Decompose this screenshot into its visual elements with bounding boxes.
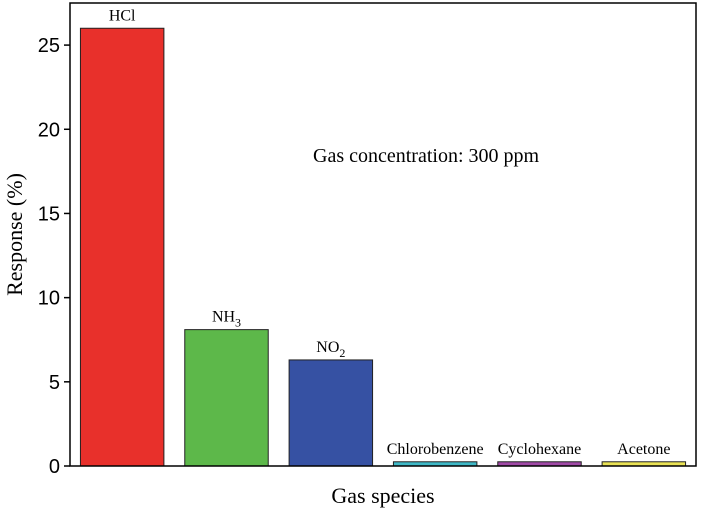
concentration-annotation: Gas concentration: 300 ppm xyxy=(313,145,539,167)
bar-label-chlorobenzene: Chlorobenzene xyxy=(387,441,484,458)
bar-label-no2: NO2 xyxy=(316,339,345,360)
y-tick-label: 5 xyxy=(49,372,60,394)
y-tick-label: 10 xyxy=(38,288,60,310)
y-tick-label: 25 xyxy=(38,35,60,57)
bars-group xyxy=(79,27,687,467)
bar-label-nh3: NH3 xyxy=(212,309,241,330)
y-axis-title: Response (%) xyxy=(2,173,27,296)
y-tick-label: 0 xyxy=(49,456,60,478)
bar-label-acetone: Acetone xyxy=(617,441,670,458)
plot-frame xyxy=(69,2,697,467)
y-axis-ticks: 0 5 10 15 20 25 xyxy=(38,35,70,478)
y-tick-label: 15 xyxy=(38,203,60,225)
bar-labels-group: HCl NH3 NO2 Chlorobenzene Cyclohexane Acetone xyxy=(109,7,671,458)
y-tick-label: 20 xyxy=(38,119,60,141)
bar-hcl xyxy=(79,27,165,467)
bar-label-cyclohexane: Cyclohexane xyxy=(498,441,582,458)
bar-nh3 xyxy=(184,329,269,467)
x-axis-title: Gas species xyxy=(331,483,434,508)
bar-no2 xyxy=(288,359,374,467)
bar-label-hcl: HCl xyxy=(109,7,136,24)
